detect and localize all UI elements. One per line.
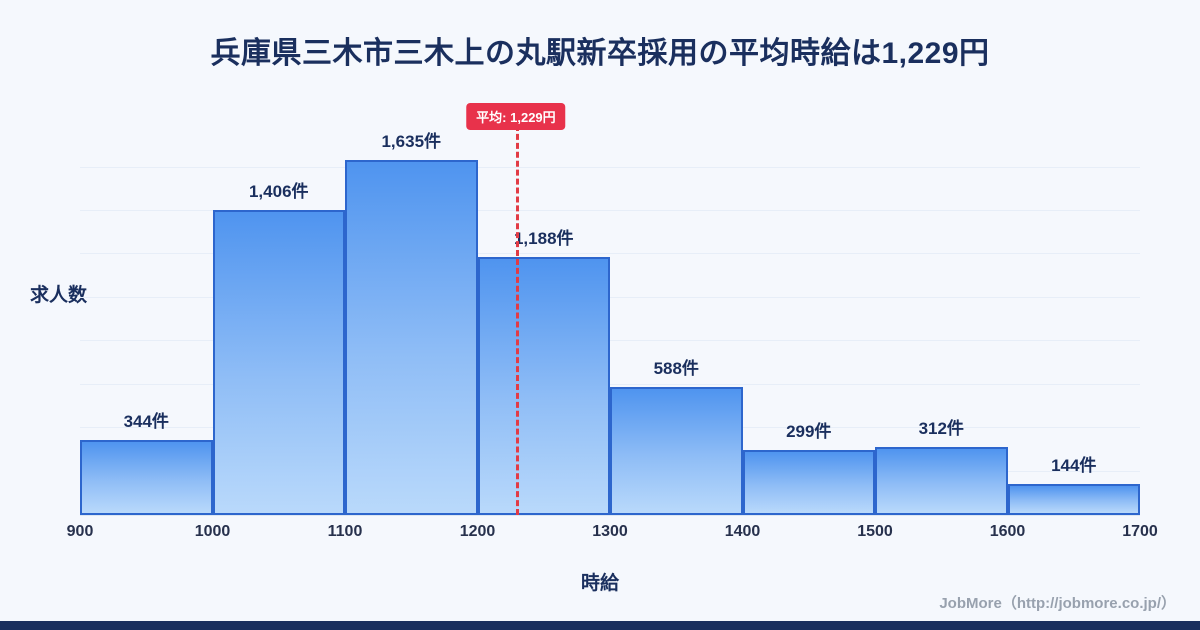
x-tick-label: 1000 <box>194 523 231 540</box>
histogram-bar <box>80 440 213 515</box>
x-tick-label: 1500 <box>857 523 893 540</box>
x-tick-label: 1600 <box>989 523 1026 540</box>
bar-value-label: 1,188件 <box>513 229 574 249</box>
average-line <box>515 125 519 515</box>
histogram-bar <box>345 159 478 515</box>
bar-value-label: 1,635件 <box>381 131 442 151</box>
bar-value-label: 1,406件 <box>248 181 309 201</box>
x-tick-label: 1400 <box>724 523 761 540</box>
bottom-accent-bar <box>0 621 1200 630</box>
bar-value-label: 344件 <box>123 412 169 432</box>
bar-value-label: 299件 <box>786 422 832 442</box>
histogram-bar <box>610 387 743 515</box>
histogram-bar <box>875 447 1008 515</box>
histogram-bar <box>477 257 610 515</box>
bar-value-label: 312件 <box>918 419 964 439</box>
gridline <box>80 340 1140 342</box>
average-badge: 平均: 1,229円 <box>466 103 566 130</box>
x-tick-label: 1300 <box>592 523 628 540</box>
x-axis-ticks: 900 1000 1100 1200 1300 1400 1500 1600 1700 <box>67 523 1158 547</box>
histogram-bar <box>742 450 875 515</box>
plot-area: 平均: 1,229円 344件 1,406件 1,635件 1,188件 588件 299… <box>80 103 1140 516</box>
gridline <box>80 296 1140 298</box>
y-axis-label: 求人数 <box>30 285 88 306</box>
gridline <box>80 253 1140 255</box>
footer-credit: JobMore（http://jobmore.co.jp/） <box>939 595 1176 612</box>
histogram-bar <box>212 209 345 515</box>
x-tick-label: 1100 <box>327 523 363 540</box>
histogram-bar <box>1007 483 1140 515</box>
gridline <box>80 383 1140 385</box>
chart-title: 兵庫県三木市三木上の丸駅新卒採用の平均時給は1,229円 <box>210 37 990 70</box>
gridline <box>80 210 1140 211</box>
x-tick-label: 1700 <box>1122 523 1158 540</box>
x-tick-label: 1200 <box>459 523 496 540</box>
bar-value-label: 144件 <box>1051 455 1097 475</box>
bar-value-label: 588件 <box>653 359 699 379</box>
gridline <box>80 166 1140 168</box>
x-axis-label: 時給 <box>580 573 619 594</box>
x-tick-label: 900 <box>66 523 94 540</box>
